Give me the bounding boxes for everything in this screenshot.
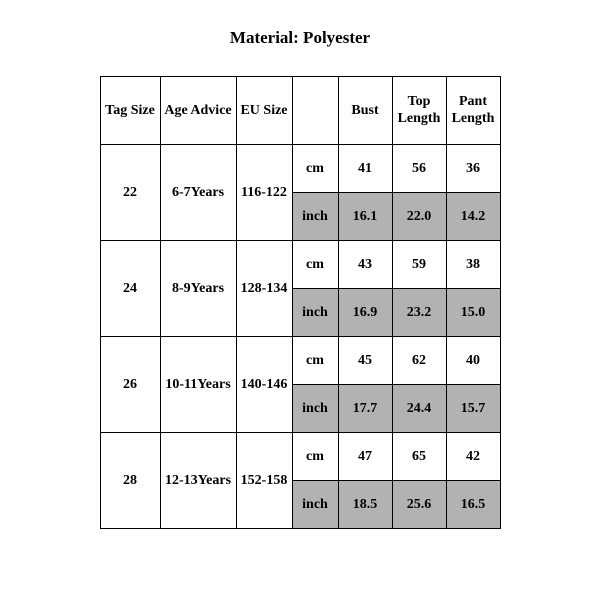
cell-top-inch: 24.4 [392,385,446,433]
cell-tag-size: 26 [100,337,160,433]
header-unit [292,77,338,145]
cell-unit-inch: inch [292,193,338,241]
material-title: Material: Polyester [0,28,600,48]
cell-bust-cm: 43 [338,241,392,289]
cell-top-cm: 62 [392,337,446,385]
header-bust: Bust [338,77,392,145]
header-age-advice: Age Advice [160,77,236,145]
header-eu-size: EU Size [236,77,292,145]
cell-top-cm: 59 [392,241,446,289]
cell-bust-cm: 45 [338,337,392,385]
cell-pant-cm: 38 [446,241,500,289]
cell-pant-cm: 40 [446,337,500,385]
cell-age-advice: 12-13Years [160,433,236,529]
table-row: 24 8-9Years 128-134 cm 43 59 38 [100,241,500,289]
cell-bust-inch: 16.9 [338,289,392,337]
cell-age-advice: 10-11Years [160,337,236,433]
cell-tag-size: 24 [100,241,160,337]
table-row: 28 12-13Years 152-158 cm 47 65 42 [100,433,500,481]
cell-top-inch: 25.6 [392,481,446,529]
header-tag-size: Tag Size [100,77,160,145]
cell-unit-cm: cm [292,145,338,193]
cell-top-cm: 65 [392,433,446,481]
cell-pant-inch: 16.5 [446,481,500,529]
table-header-row: Tag Size Age Advice EU Size Bust Top Len… [100,77,500,145]
cell-pant-inch: 15.7 [446,385,500,433]
cell-age-advice: 6-7Years [160,145,236,241]
cell-tag-size: 22 [100,145,160,241]
cell-pant-inch: 14.2 [446,193,500,241]
table-row: 26 10-11Years 140-146 cm 45 62 40 [100,337,500,385]
cell-unit-inch: inch [292,481,338,529]
cell-eu-size: 116-122 [236,145,292,241]
cell-age-advice: 8-9Years [160,241,236,337]
table-row: 22 6-7Years 116-122 cm 41 56 36 [100,145,500,193]
cell-unit-inch: inch [292,289,338,337]
cell-top-inch: 23.2 [392,289,446,337]
size-table: Tag Size Age Advice EU Size Bust Top Len… [100,76,501,529]
cell-unit-cm: cm [292,433,338,481]
cell-tag-size: 28 [100,433,160,529]
cell-bust-inch: 18.5 [338,481,392,529]
cell-top-inch: 22.0 [392,193,446,241]
cell-eu-size: 140-146 [236,337,292,433]
cell-unit-cm: cm [292,337,338,385]
header-pant-length: Pant Length [446,77,500,145]
header-top-length: Top Length [392,77,446,145]
cell-unit-cm: cm [292,241,338,289]
cell-pant-inch: 15.0 [446,289,500,337]
cell-pant-cm: 36 [446,145,500,193]
size-chart-page: Material: Polyester Tag Size Age Advice … [0,0,600,600]
cell-pant-cm: 42 [446,433,500,481]
cell-bust-inch: 17.7 [338,385,392,433]
cell-unit-inch: inch [292,385,338,433]
cell-bust-cm: 41 [338,145,392,193]
cell-top-cm: 56 [392,145,446,193]
cell-eu-size: 152-158 [236,433,292,529]
cell-bust-inch: 16.1 [338,193,392,241]
cell-eu-size: 128-134 [236,241,292,337]
cell-bust-cm: 47 [338,433,392,481]
